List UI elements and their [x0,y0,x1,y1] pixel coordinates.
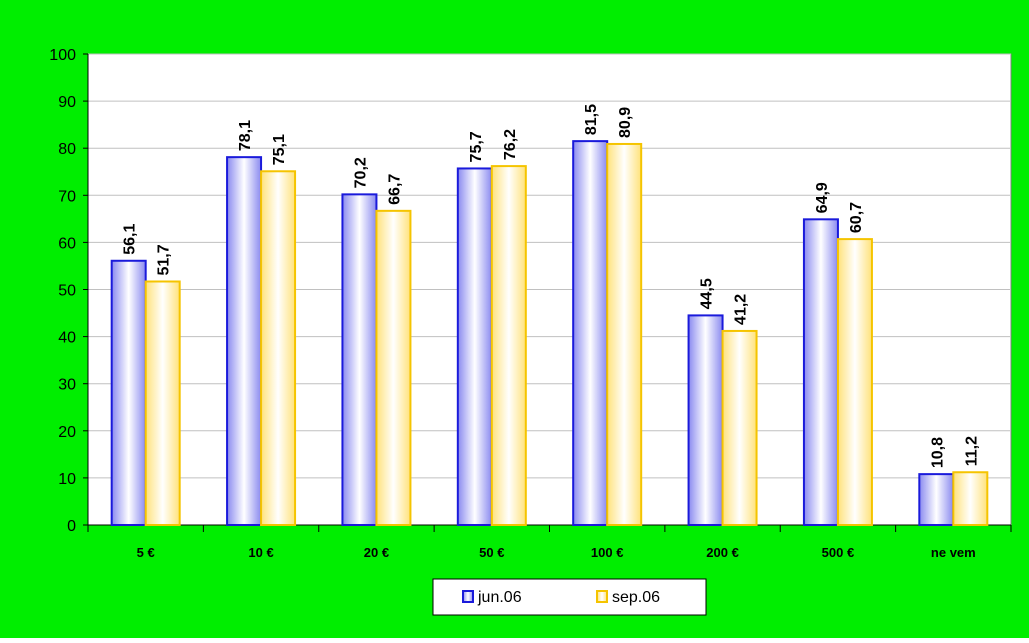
bar-jun [456,167,493,526]
bar-jun [341,193,378,526]
data-label: 81,5 [583,104,600,135]
y-tick-label: 60 [58,235,76,252]
category-label: 500 € [822,545,855,560]
y-axis: 0 10 20 30 40 50 60 70 80 90 100 [49,47,89,535]
data-label: 80,9 [617,107,634,138]
bar-sep [721,329,758,526]
category-label: 5 € [137,545,155,560]
legend-swatch-jun [462,590,474,603]
legend-swatch-sep [596,590,608,603]
data-label: 75,1 [271,134,288,165]
data-label: 78,1 [237,120,254,151]
bar-jun [572,140,609,526]
data-label: 75,7 [468,131,485,162]
y-tick-label: 0 [67,518,76,535]
bar-jun [918,473,955,526]
bars [110,140,989,527]
y-tick-label: 10 [58,471,76,488]
bar-jun [802,218,839,526]
legend-label-sep: sep.06 [612,589,660,606]
data-label: 11,2 [963,436,980,466]
data-label: 60,7 [848,202,865,233]
bar-sep [606,142,643,526]
data-label: 10,8 [929,437,946,468]
category-label: 10 € [248,545,273,560]
bar-sep [836,238,873,526]
data-labels: 56,1 78,1 70,2 75,7 81,5 44,5 64,9 10,8 51,7 75,1… [122,104,981,468]
bar-sep [952,471,989,526]
data-label: 41,2 [733,294,750,325]
legend-box [432,578,707,616]
bar-sep [260,170,297,527]
data-label: 51,7 [156,244,173,275]
bar-sep [144,280,181,527]
data-label: 64,9 [814,182,831,213]
y-tick-label: 20 [58,424,76,441]
y-tick-label: 80 [58,141,76,158]
bar-jun [226,156,263,527]
data-label: 70,2 [352,157,369,188]
data-label: 76,2 [502,129,519,160]
y-tick-label: 90 [58,94,76,111]
data-label: 56,1 [122,224,139,255]
bar-sep [490,165,527,527]
bar-jun [687,314,724,526]
category-label: 100 € [591,545,624,560]
y-tick-label: 50 [58,283,76,300]
y-tick-label: 70 [58,188,76,205]
y-tick-label: 40 [58,330,76,347]
bar-sep [375,209,412,527]
category-label: 200 € [706,545,739,560]
category-label: 50 € [479,545,504,560]
legend: jun.06 sep.06 [432,578,707,616]
category-label: 20 € [364,545,389,560]
bar-jun [110,259,147,526]
y-tick-label: 100 [49,47,76,64]
legend-label-jun: jun.06 [477,589,522,606]
data-label: 66,7 [386,174,403,205]
category-label: ne vem [931,545,976,560]
data-label: 44,5 [699,278,716,309]
y-tick-label: 30 [58,377,76,394]
